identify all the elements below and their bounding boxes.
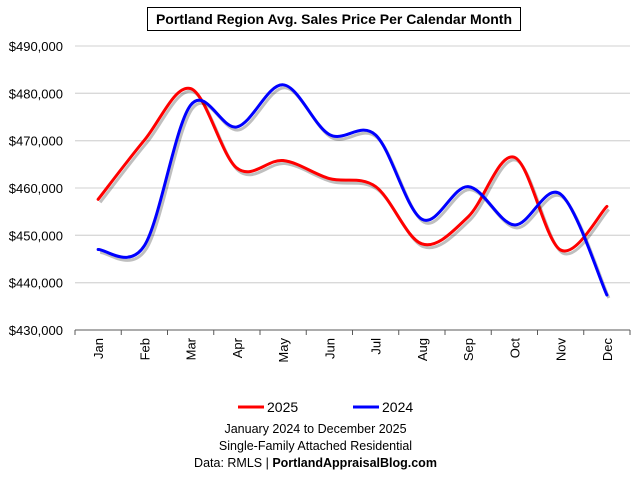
source-prefix: Data: RMLS | xyxy=(194,456,273,470)
y-tick-label: $490,000 xyxy=(9,39,63,54)
caption-property-type: Single-Family Attached Residential xyxy=(218,439,413,453)
source-site: PortlandAppraisalBlog.com xyxy=(272,456,437,470)
x-tick-label: Jul xyxy=(369,338,384,355)
x-tick-label: Jan xyxy=(91,338,106,359)
y-tick-label: $430,000 xyxy=(9,323,63,338)
y-tick-label: $440,000 xyxy=(9,276,63,291)
chart-title: Portland Region Avg. Sales Price Per Cal… xyxy=(147,7,521,31)
y-tick-label: $480,000 xyxy=(9,86,63,101)
caption-source: Data: RMLS | PortlandAppraisalBlog.com xyxy=(0,456,631,470)
x-tick-label: Dec xyxy=(600,338,615,362)
x-tick-label: Sep xyxy=(461,338,476,361)
y-tick-label: $460,000 xyxy=(9,181,63,196)
series-shadow-2025 xyxy=(98,90,610,256)
legend-label-2024: 2024 xyxy=(382,399,413,415)
x-tick-label: May xyxy=(276,338,291,363)
x-tick-label: Aug xyxy=(415,338,430,361)
x-tick-label: Nov xyxy=(554,338,569,362)
x-tick-label: Feb xyxy=(137,338,152,360)
caption-date-range: January 2024 to December 2025 xyxy=(224,422,407,436)
x-tick-label: Apr xyxy=(230,337,245,358)
x-tick-label: Oct xyxy=(507,338,522,359)
series-line-2025 xyxy=(96,87,609,253)
legend-label-2025: 2025 xyxy=(267,399,298,415)
series-shadow-2024 xyxy=(99,86,611,299)
x-tick-label: Jun xyxy=(322,338,337,359)
y-tick-label: $470,000 xyxy=(9,134,63,149)
x-tick-label: Mar xyxy=(184,337,199,360)
y-tick-label: $450,000 xyxy=(9,228,63,243)
series-line-2024 xyxy=(96,83,609,297)
